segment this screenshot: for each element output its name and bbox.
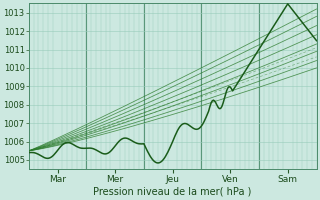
X-axis label: Pression niveau de la mer( hPa ): Pression niveau de la mer( hPa ) — [93, 187, 252, 197]
